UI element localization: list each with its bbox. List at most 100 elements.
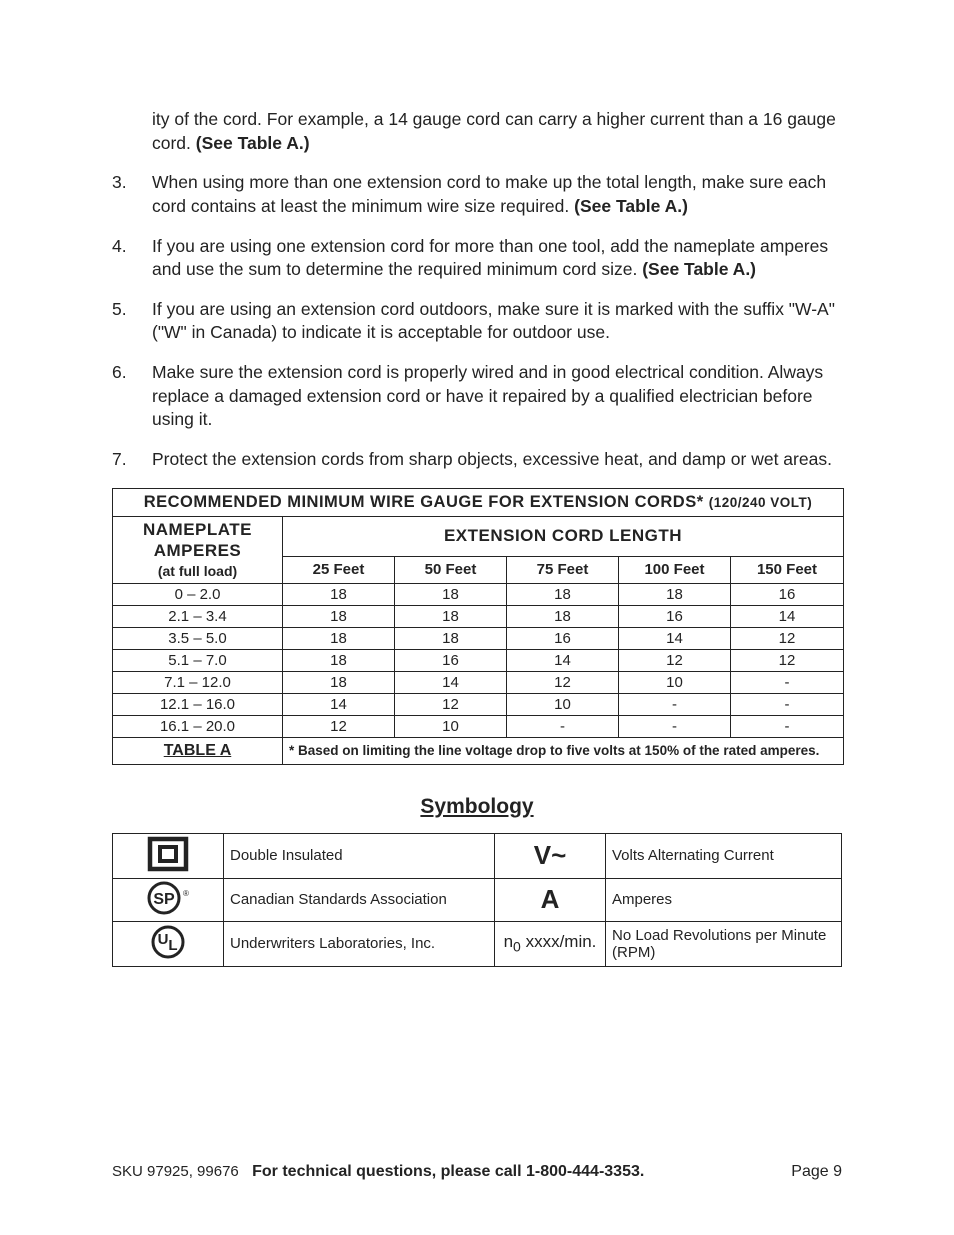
table-title: RECOMMENDED MINIMUM WIRE GAUGE FOR EXTEN… bbox=[113, 489, 843, 517]
list-item: 6. Make sure the extension cord is prope… bbox=[112, 361, 842, 432]
page: ity of the cord. For example, a 14 gauge… bbox=[0, 0, 954, 1235]
amp-range: 12.1 – 16.0 bbox=[113, 694, 283, 716]
svg-text:U: U bbox=[158, 931, 169, 948]
list-text: If you are using one extension cord for … bbox=[152, 235, 842, 282]
amperes-icon: A bbox=[541, 884, 560, 914]
hdr-line: NAMEPLATE bbox=[113, 519, 282, 540]
title-main: RECOMMENDED MINIMUM WIRE GAUGE FOR EXTEN… bbox=[144, 493, 709, 511]
hdr-line: AMPERES bbox=[113, 540, 282, 561]
list-number: 4. bbox=[112, 235, 152, 282]
bold-ref: (See Table A.) bbox=[642, 259, 756, 279]
list-text: Protect the extension cords from sharp o… bbox=[152, 448, 842, 472]
hdr-line: (at full load) bbox=[113, 563, 282, 581]
amp-range: 0 – 2.0 bbox=[113, 584, 283, 606]
table-row: SP ® Canadian Standards Association A Am… bbox=[113, 878, 842, 921]
list-number: 5. bbox=[112, 298, 152, 345]
gauge: 18 bbox=[507, 584, 619, 606]
gauge: 16 bbox=[507, 628, 619, 650]
col-header-length: 25 Feet bbox=[283, 557, 395, 584]
col-header-length: 100 Feet bbox=[619, 557, 731, 584]
bold-ref: (See Table A.) bbox=[196, 133, 310, 153]
tech-support-text: For technical questions, please call 1-8… bbox=[252, 1163, 644, 1180]
gauge: 12 bbox=[507, 672, 619, 694]
numbered-list: ity of the cord. For example, a 14 gauge… bbox=[112, 108, 842, 472]
list-text: If you are using an extension cord outdo… bbox=[152, 298, 842, 345]
table-label: TABLE A bbox=[113, 738, 283, 764]
amp-range: 7.1 – 12.0 bbox=[113, 672, 283, 694]
gauge: 12 bbox=[395, 694, 507, 716]
text: Protect the extension cords from sharp o… bbox=[152, 449, 832, 469]
symbol-desc: Underwriters Laboratories, Inc. bbox=[224, 921, 495, 966]
gauge: 18 bbox=[395, 606, 507, 628]
symbol-cell: V~ bbox=[495, 833, 606, 878]
symbology-heading: Symbology bbox=[112, 795, 842, 819]
gauge: 18 bbox=[507, 606, 619, 628]
ul-icon: U L bbox=[148, 924, 188, 960]
amp-range: 2.1 – 3.4 bbox=[113, 606, 283, 628]
gauge: 10 bbox=[619, 672, 731, 694]
volts-ac-icon: V~ bbox=[534, 840, 567, 870]
double-square-icon bbox=[147, 836, 189, 872]
list-number: 3. bbox=[112, 171, 152, 218]
table-grid: NAMEPLATE AMPERES (at full load) EXTENSI… bbox=[113, 517, 843, 737]
symbol-desc: Double Insulated bbox=[224, 833, 495, 878]
gauge: 14 bbox=[395, 672, 507, 694]
gauge: 16 bbox=[395, 650, 507, 672]
table-footnote: * Based on limiting the line voltage dro… bbox=[283, 738, 843, 764]
list-text: Make sure the extension cord is properly… bbox=[152, 361, 842, 432]
svg-text:L: L bbox=[168, 937, 177, 954]
page-footer: SKU 97925, 99676 For technical questions… bbox=[112, 1163, 842, 1181]
list-text: ity of the cord. For example, a 14 gauge… bbox=[152, 108, 842, 155]
gauge: - bbox=[731, 672, 843, 694]
gauge: 12 bbox=[283, 716, 395, 737]
list-item: 3. When using more than one extension co… bbox=[112, 171, 842, 218]
gauge: - bbox=[507, 716, 619, 737]
list-number: 7. bbox=[112, 448, 152, 472]
symbol-cell: n0 xxxx/min. bbox=[495, 921, 606, 966]
gauge: 14 bbox=[731, 606, 843, 628]
gauge: 12 bbox=[731, 628, 843, 650]
gauge: 12 bbox=[731, 650, 843, 672]
table-footer: TABLE A * Based on limiting the line vol… bbox=[113, 737, 843, 764]
gauge: 14 bbox=[283, 694, 395, 716]
title-suffix: (120/240 VOLT) bbox=[709, 495, 813, 510]
text: If you are using an extension cord outdo… bbox=[152, 299, 835, 343]
gauge: 18 bbox=[283, 606, 395, 628]
footer-left: SKU 97925, 99676 For technical questions… bbox=[112, 1163, 644, 1181]
symbol-desc: Volts Alternating Current bbox=[606, 833, 842, 878]
col-header-amperes: NAMEPLATE AMPERES (at full load) bbox=[113, 517, 283, 584]
symbol-desc: No Load Revolutions per Minute (RPM) bbox=[606, 921, 842, 966]
symbol-desc: Amperes bbox=[606, 878, 842, 921]
gauge: 10 bbox=[507, 694, 619, 716]
list-item: 5. If you are using an extension cord ou… bbox=[112, 298, 842, 345]
symbol-cell: A bbox=[495, 878, 606, 921]
gauge: 14 bbox=[507, 650, 619, 672]
gauge: 18 bbox=[283, 672, 395, 694]
col-header-ext-length: EXTENSION CORD LENGTH bbox=[283, 517, 843, 557]
symbol-cell: SP ® bbox=[113, 878, 224, 921]
bold-ref: (See Table A.) bbox=[574, 196, 688, 216]
gauge: - bbox=[731, 694, 843, 716]
gauge: - bbox=[619, 694, 731, 716]
table-a: RECOMMENDED MINIMUM WIRE GAUGE FOR EXTEN… bbox=[112, 488, 844, 765]
list-number: 6. bbox=[112, 361, 152, 432]
list-number bbox=[112, 108, 152, 155]
symbol-desc: Canadian Standards Association bbox=[224, 878, 495, 921]
gauge: - bbox=[731, 716, 843, 737]
svg-text:SP: SP bbox=[153, 891, 175, 908]
symbol-cell: U L bbox=[113, 921, 224, 966]
symbol-cell bbox=[113, 833, 224, 878]
table-row: Double Insulated V~ Volts Alternating Cu… bbox=[113, 833, 842, 878]
col-header-length: 50 Feet bbox=[395, 557, 507, 584]
gauge: 18 bbox=[283, 584, 395, 606]
text: Make sure the extension cord is properly… bbox=[152, 362, 823, 429]
csa-icon: SP ® bbox=[146, 881, 190, 915]
svg-text:®: ® bbox=[183, 889, 189, 898]
gauge: - bbox=[619, 716, 731, 737]
page-number: Page 9 bbox=[791, 1163, 842, 1181]
amp-range: 3.5 – 5.0 bbox=[113, 628, 283, 650]
amp-range: 16.1 – 20.0 bbox=[113, 716, 283, 737]
gauge: 18 bbox=[395, 628, 507, 650]
symbology-table: Double Insulated V~ Volts Alternating Cu… bbox=[112, 833, 842, 967]
sku-label: SKU 97925, 99676 bbox=[112, 1163, 239, 1180]
